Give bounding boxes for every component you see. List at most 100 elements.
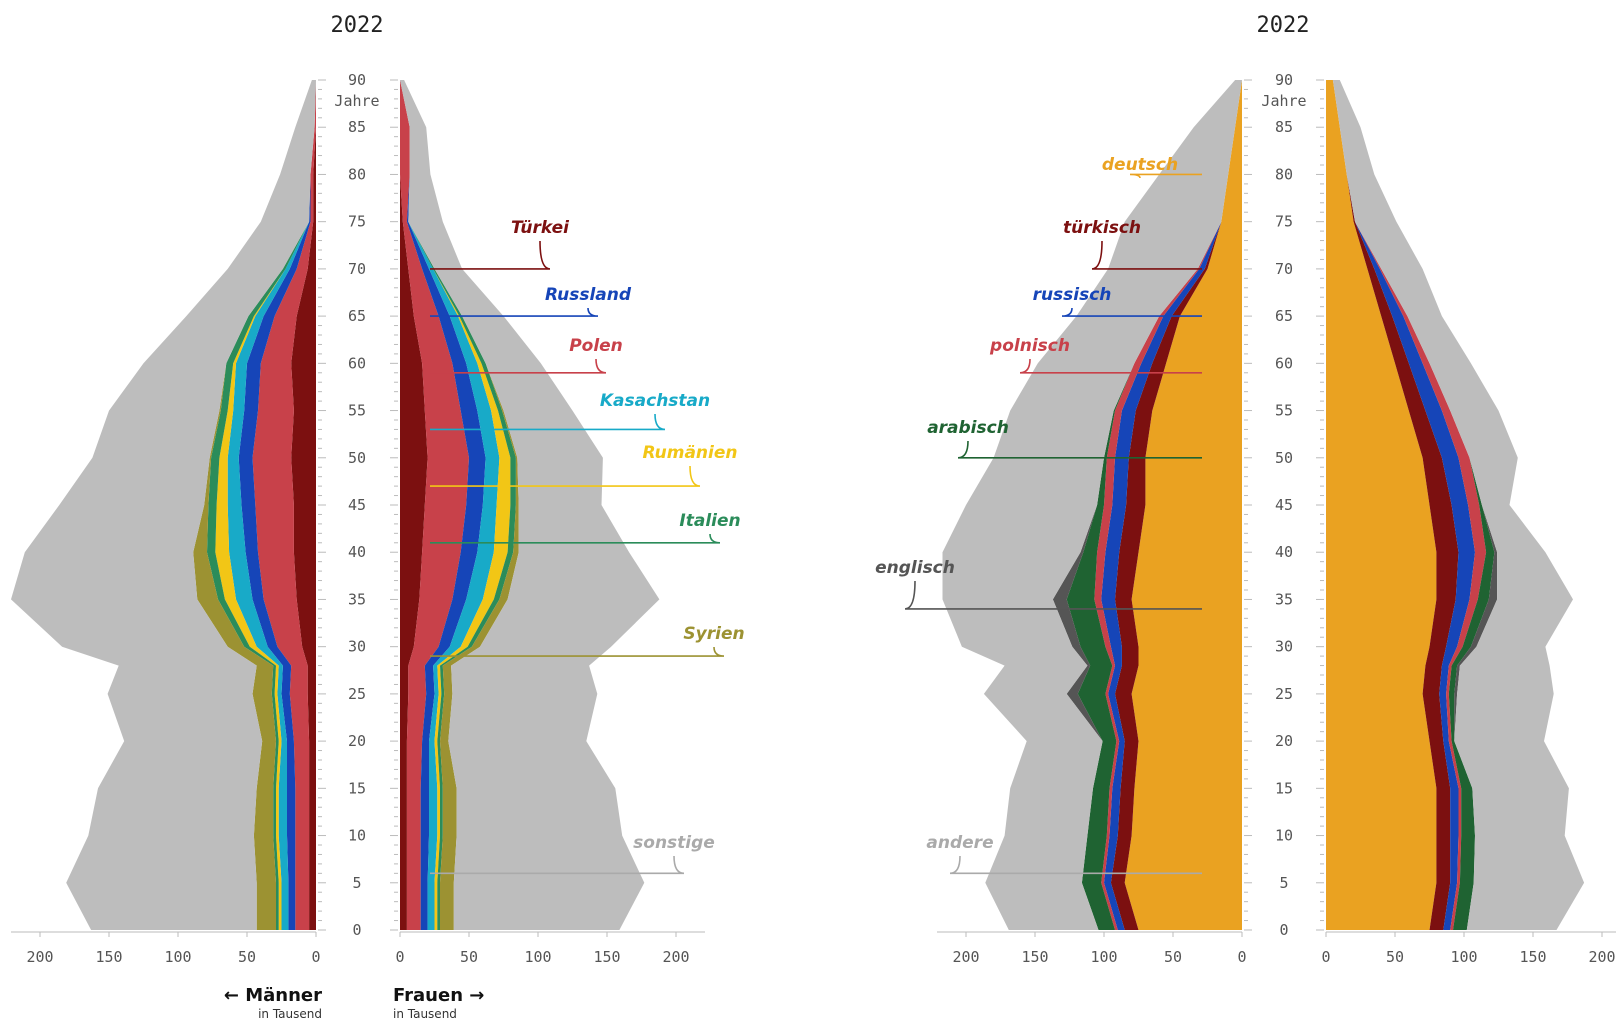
age-tick-label: 0 (352, 921, 361, 939)
age-tick-label: 60 (1275, 354, 1293, 372)
left-annotations: Türkei Russland Polen Kasachstan Rumänien Ita… (430, 218, 745, 875)
age-tick-label: 40 (348, 543, 366, 561)
age-tick-label: 20 (1275, 732, 1293, 750)
area-women-türkei (400, 80, 428, 930)
age-tick-label: 15 (1275, 779, 1293, 797)
age-tick-label: 75 (1275, 213, 1293, 231)
women-axis-unit: in Tausend (393, 1007, 457, 1021)
age-tick-label: 60 (348, 354, 366, 372)
area-men-russisch (1101, 80, 1242, 930)
age-tick-label: 55 (1275, 402, 1293, 420)
age-tick-label: 70 (348, 260, 366, 278)
right-stacked-areas (942, 80, 1585, 930)
age-tick-label: 25 (348, 685, 366, 703)
age-tick-label: 55 (348, 402, 366, 420)
right-axes: 0 5 10 15 20 25 30 35 40 45 50 55 60 65 70 75 80 85 90 Jahr… (937, 71, 1616, 966)
women-x-tick-label: 200 (662, 948, 689, 966)
area-men-sonstige (11, 80, 316, 930)
annotation-label: russisch (1033, 285, 1112, 305)
right-chart-title: 2022 (1257, 13, 1310, 38)
annotation-label: Polen (569, 336, 623, 356)
area-women-deutsch (1326, 80, 1437, 930)
annotation-leader (430, 855, 685, 875)
age-tick-label: 40 (1275, 543, 1293, 561)
women-axis-label: Frauen → (393, 985, 484, 1006)
men-x-tick-label: 150 (95, 948, 122, 966)
annotation-leader (904, 580, 1202, 610)
women-x-tick-label: 150 (593, 948, 620, 966)
age-tick-label: 10 (1275, 827, 1293, 845)
annotation-label: deutsch (1102, 155, 1178, 175)
annotation-leader (1019, 358, 1202, 374)
age-tick-label: 0 (1279, 921, 1288, 939)
annotation-label: Russland (545, 285, 632, 305)
men-x-tick-label: 50 (1164, 948, 1182, 966)
right-pyramid-panel: 2022 0 5 10 15 20 25 30 35 40 45 50 55 60 65 70 75 80 85 9… (875, 13, 1616, 966)
annotation-label: Syrien (683, 624, 744, 644)
age-tick-label: 80 (1275, 165, 1293, 183)
age-tick-label: 5 (1279, 874, 1288, 892)
men-x-tick-label: 100 (164, 948, 191, 966)
age-tick-label: 30 (348, 638, 366, 656)
annotation-leader (1091, 240, 1202, 270)
age-tick-label: 90 (348, 71, 366, 89)
women-x-tick-label: 0 (1321, 948, 1330, 966)
women-x-tick-label: 50 (1386, 948, 1404, 966)
area-women-türkisch (1332, 80, 1459, 930)
annotation-label: Türkei (511, 218, 570, 238)
men-x-tick-label: 200 (26, 948, 53, 966)
annotation-leader (430, 646, 725, 657)
area-men-arabisch (1066, 80, 1242, 930)
annotation-leader (430, 465, 701, 487)
annotation-leader (430, 533, 721, 544)
age-tick-label: 45 (1275, 496, 1293, 514)
annotation-leader (949, 855, 1202, 875)
area-men-russland (238, 80, 316, 930)
women-x-tick-label: 150 (1519, 948, 1546, 966)
area-women-andere (1332, 80, 1585, 930)
men-x-tick-label: 0 (1237, 948, 1246, 966)
age-tick-label: 20 (348, 732, 366, 750)
area-men-türkisch (1110, 80, 1242, 930)
age-unit-label: Jahre (334, 92, 379, 110)
area-women-russland (400, 80, 486, 930)
men-x-tick-label: 50 (238, 948, 256, 966)
annotation-label: sonstige (633, 833, 715, 853)
annotation-label: Kasachstan (600, 391, 710, 411)
age-tick-label: 25 (1275, 685, 1293, 703)
annotation-leader (430, 240, 551, 270)
annotation-leader (430, 307, 599, 317)
age-tick-label: 10 (348, 827, 366, 845)
annotation-leader (1061, 307, 1202, 317)
women-x-tick-label: 200 (1588, 948, 1615, 966)
left-chart-title: 2022 (331, 13, 384, 38)
annotation-label: Italien (679, 511, 740, 531)
women-x-tick-label: 100 (1450, 948, 1477, 966)
annotation-label: englisch (875, 558, 955, 578)
area-women-polen (400, 80, 469, 930)
age-tick-label: 5 (352, 874, 361, 892)
men-x-tick-label: 200 (952, 948, 979, 966)
age-tick-label: 85 (1275, 118, 1293, 136)
age-unit-label: Jahre (1261, 92, 1306, 110)
left-axes: 0 5 10 15 20 25 30 35 40 45 50 55 60 65 70 75 80 85 90 Jahr… (11, 71, 705, 966)
age-tick-label: 85 (348, 118, 366, 136)
area-women-polnisch (1332, 80, 1487, 930)
annotation-label: türkisch (1063, 218, 1141, 238)
age-tick-label: 15 (348, 779, 366, 797)
age-tick-label: 80 (348, 165, 366, 183)
men-x-tick-label: 150 (1021, 948, 1048, 966)
annotation-leader (1129, 173, 1202, 179)
area-men-polen (252, 80, 316, 930)
age-tick-label: 75 (348, 213, 366, 231)
age-tick-label: 65 (348, 307, 366, 325)
annotation-label: Rumänien (642, 443, 737, 463)
men-x-tick-label: 0 (311, 948, 320, 966)
age-tick-label: 30 (1275, 638, 1293, 656)
age-tick-label: 35 (1275, 590, 1293, 608)
age-tick-label: 65 (1275, 307, 1293, 325)
age-tick-label: 50 (348, 449, 366, 467)
men-x-tick-label: 100 (1090, 948, 1117, 966)
annotation-label: andere (926, 833, 993, 853)
